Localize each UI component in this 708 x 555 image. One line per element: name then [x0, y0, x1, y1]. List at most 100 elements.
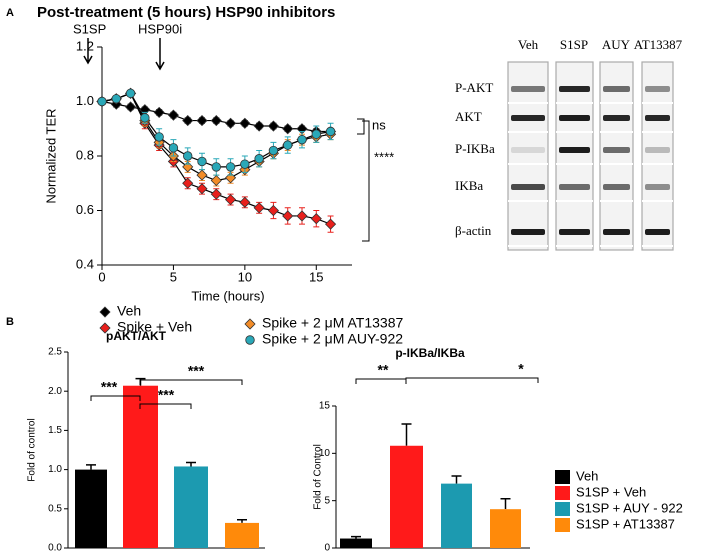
- blot-band: [559, 147, 590, 153]
- panel-label: B: [6, 316, 14, 328]
- legend-swatch: [555, 502, 570, 516]
- marker: [153, 106, 165, 118]
- blot-column-label: S1SP: [560, 37, 588, 52]
- error-bar: [186, 461, 196, 467]
- blot-lane: [555, 61, 594, 251]
- y-tick-label: 10: [319, 448, 331, 459]
- marker: [225, 117, 237, 129]
- chart-title: p-IKBa/IKBa: [395, 346, 465, 360]
- blot-band: [645, 86, 670, 92]
- error-bar: [451, 475, 462, 484]
- blot-band: [603, 86, 630, 92]
- arrow: [155, 38, 165, 71]
- y-tick-label: 1.0: [48, 464, 62, 475]
- blot-band: [645, 115, 670, 121]
- significance-label: ***: [158, 387, 175, 403]
- blot-row-label: β-actin: [455, 223, 492, 238]
- blot-row-label: IKBa: [455, 178, 483, 193]
- blot-lane: [641, 61, 674, 251]
- y-tick-label: 1.2: [76, 38, 94, 53]
- marker: [296, 210, 308, 222]
- legend-swatch: [555, 518, 570, 532]
- legend-label: Spike + Veh: [117, 319, 192, 335]
- blot-column-label: AUY: [602, 37, 631, 52]
- x-tick-label: 0: [98, 269, 105, 284]
- legend-label: S1SP + Veh: [576, 484, 646, 499]
- error-bar: [86, 464, 96, 470]
- marker: [282, 210, 294, 222]
- marker: [240, 159, 250, 169]
- blot-band: [511, 115, 545, 121]
- blot-band: [559, 184, 590, 190]
- marker: [210, 115, 222, 127]
- significance-label: *: [518, 361, 524, 377]
- annotation: S1SP: [73, 21, 106, 36]
- marker: [268, 145, 279, 156]
- blot-lane: [507, 61, 549, 251]
- marker: [197, 156, 207, 167]
- x-tick-label: 10: [238, 269, 252, 284]
- y-tick-label: 1.5: [48, 425, 62, 436]
- error-bar: [500, 498, 511, 510]
- x-tick-label: 5: [170, 269, 177, 284]
- blot-band: [603, 147, 630, 153]
- y-axis-label: Fold of control: [27, 418, 38, 481]
- blot-band: [645, 184, 670, 190]
- marker: [297, 134, 307, 145]
- marker: [125, 88, 136, 99]
- marker: [125, 101, 137, 113]
- legend-label: Spike + 2 μM AUY-922: [262, 331, 403, 347]
- marker: [154, 132, 164, 142]
- legend-label: S1SP + AUY - 922: [576, 500, 683, 515]
- marker: [183, 151, 193, 161]
- marker: [196, 169, 208, 181]
- bar: [490, 509, 521, 548]
- y-tick-label: 0.4: [76, 256, 94, 271]
- marker: [239, 117, 251, 129]
- significance-bracket: [355, 378, 407, 384]
- error-bar: [237, 519, 247, 523]
- marker: [239, 196, 251, 208]
- y-tick-label: 0.5: [48, 503, 62, 514]
- annotation: HSP90i: [138, 21, 182, 36]
- legend-marker: [245, 335, 255, 345]
- marker: [311, 129, 321, 139]
- y-tick-label: 0.0: [48, 543, 62, 554]
- error-bar: [401, 423, 412, 446]
- legend-label: Spike + 2 μM AT13387: [262, 315, 403, 331]
- blot-row-label: AKT: [455, 109, 482, 124]
- y-tick-label: 2.0: [48, 386, 62, 397]
- marker: [140, 113, 150, 123]
- legend-swatch: [555, 486, 570, 500]
- marker: [210, 188, 222, 200]
- bar: [75, 469, 107, 548]
- blot-column-label: Veh: [518, 37, 539, 52]
- chart-title: Post-treatment (5 hours) HSP90 inhibitor…: [37, 4, 335, 21]
- blot-band: [559, 115, 590, 121]
- y-tick-label: 0.6: [76, 202, 94, 217]
- significance-bracket: [90, 395, 141, 401]
- legend-label: S1SP + AT13387: [576, 516, 675, 531]
- marker: [225, 162, 236, 172]
- bar: [225, 522, 259, 548]
- x-tick-label: 15: [309, 269, 323, 284]
- marker: [254, 154, 264, 164]
- marker: [310, 213, 322, 225]
- bar: [123, 385, 158, 548]
- blot-band: [603, 229, 630, 235]
- bar: [390, 445, 423, 548]
- marker: [267, 204, 279, 217]
- y-tick-label: 15: [319, 401, 331, 412]
- legend-marker: [99, 306, 111, 318]
- blot-band: [559, 86, 590, 92]
- marker: [210, 174, 222, 187]
- blot-row-label: P-IKBa: [455, 141, 495, 156]
- bar: [340, 538, 372, 548]
- chart-title: pAKT/AKT: [106, 329, 167, 343]
- legend-swatch: [555, 470, 570, 484]
- bar: [441, 483, 472, 548]
- significance-label: ***: [188, 363, 205, 379]
- marker: [325, 218, 337, 230]
- significance-label: ***: [101, 379, 118, 395]
- significance-bracket: [139, 379, 243, 385]
